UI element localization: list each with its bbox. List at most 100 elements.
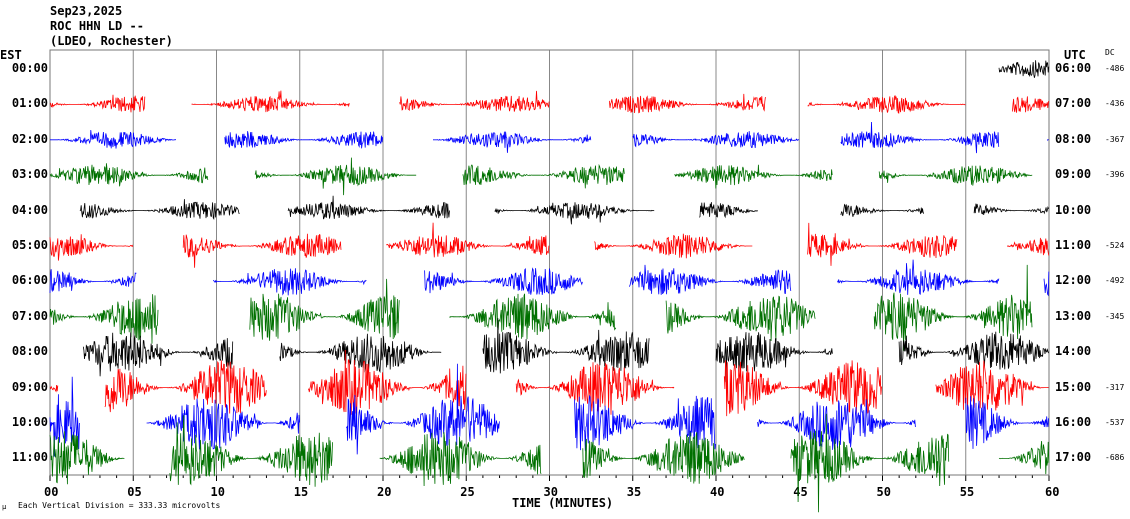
seismic-trace xyxy=(1046,139,1049,141)
dc-value: -367 xyxy=(1105,134,1125,144)
seismic-trace xyxy=(169,415,333,487)
utc-axis-label: UTC xyxy=(1064,48,1086,62)
est-time-label: 10:00 xyxy=(11,415,48,429)
seismic-trace xyxy=(82,332,234,377)
network-name: (LDEO, Rochester) xyxy=(50,34,173,48)
seismic-trace xyxy=(379,431,542,487)
seismic-trace xyxy=(699,202,758,219)
seismic-trace xyxy=(49,294,159,344)
seismic-trace xyxy=(840,121,1000,154)
dc-value: -396 xyxy=(1105,170,1125,180)
est-time-label: 00:00 xyxy=(11,61,48,75)
seismic-trace xyxy=(249,278,400,341)
utc-time-label: 16:00 xyxy=(1055,415,1092,429)
est-time-label: 09:00 xyxy=(11,379,48,394)
seismic-trace xyxy=(482,318,650,374)
x-tick-label: 55 xyxy=(960,485,974,499)
seismic-trace xyxy=(632,131,800,149)
x-tick-label: 45 xyxy=(793,485,807,499)
station-name: ROC HHN LD -- xyxy=(50,19,144,33)
seismic-trace xyxy=(79,199,240,221)
seismic-trace xyxy=(49,94,146,113)
seismic-trace xyxy=(254,157,417,196)
seismic-trace xyxy=(50,129,176,149)
seismic-trace xyxy=(49,234,134,261)
x-tick-label: 50 xyxy=(877,485,891,499)
seismic-trace xyxy=(629,264,792,295)
x-tick-label: 20 xyxy=(377,485,391,499)
mu-symbol-icon: μ xyxy=(2,503,7,511)
seismic-trace xyxy=(146,398,300,450)
est-time-label: 02:00 xyxy=(11,131,48,146)
seismic-trace xyxy=(449,293,617,340)
x-tick-label: 00 xyxy=(44,485,58,499)
seismic-trace xyxy=(386,222,550,258)
dc-label: DC xyxy=(1105,48,1115,57)
est-time-label: 03:00 xyxy=(11,167,48,182)
utc-time-label: 08:00 xyxy=(1055,131,1092,146)
dc-value: -436 xyxy=(1105,99,1125,109)
dc-value: -537 xyxy=(1105,418,1125,427)
utc-time-label: 14:00 xyxy=(1055,344,1092,359)
x-tick-label: 10 xyxy=(211,485,225,499)
x-tick-label: 60 xyxy=(1045,485,1059,499)
seismic-trace xyxy=(873,264,1033,351)
seismic-trace xyxy=(224,131,383,149)
dc-value: -345 xyxy=(1105,311,1125,321)
x-tick-label: 30 xyxy=(544,485,558,499)
utc-time-label: 06:00 xyxy=(1055,61,1092,75)
seismic-trace xyxy=(279,333,442,374)
seismic-trace xyxy=(715,332,833,383)
utc-time-label: 12:00 xyxy=(1055,273,1092,288)
seismic-trace xyxy=(1012,96,1050,113)
utc-time-label: 09:00 xyxy=(1055,167,1092,182)
seismic-trace xyxy=(462,163,625,189)
utc-time-label: 11:00 xyxy=(1055,238,1092,252)
seismic-trace xyxy=(574,394,716,451)
dc-value: -686 xyxy=(1105,453,1125,463)
utc-time-label: 17:00 xyxy=(1055,450,1092,465)
utc-time-label: 10:00 xyxy=(1055,202,1092,217)
seismic-trace xyxy=(807,222,958,266)
utc-time-label: 13:00 xyxy=(1055,308,1092,323)
seismic-trace xyxy=(594,233,753,259)
seismic-trace xyxy=(433,131,592,153)
est-time-label: 08:00 xyxy=(11,344,48,359)
seismic-trace xyxy=(212,268,367,296)
seismic-trace xyxy=(935,360,1049,411)
dc-value: -486 xyxy=(1105,64,1125,73)
est-time-label: 06:00 xyxy=(11,273,48,288)
est-time-label: 11:00 xyxy=(11,450,48,465)
est-time-label: 04:00 xyxy=(11,202,48,217)
seismic-trace xyxy=(191,90,350,113)
seismic-trace xyxy=(1007,237,1050,256)
seismic-trace xyxy=(998,440,1050,475)
x-axis-title: TIME (MINUTES) xyxy=(512,496,614,510)
x-tick-label: 40 xyxy=(710,485,724,499)
seismic-trace xyxy=(878,165,1033,186)
seismic-trace xyxy=(49,376,80,457)
x-tick-label: 35 xyxy=(627,485,641,499)
est-axis-label: EST xyxy=(0,48,22,62)
scale-note: Each Vertical Division = 333.33 microvol… xyxy=(18,501,221,510)
est-time-label: 05:00 xyxy=(11,238,48,252)
est-time-label: 01:00 xyxy=(11,96,48,111)
seismic-trace xyxy=(424,267,583,295)
seismic-trace xyxy=(965,396,1049,449)
x-tick-label: 05 xyxy=(127,485,141,499)
seismic-trace xyxy=(665,295,816,342)
seismic-trace xyxy=(287,195,450,220)
chart-date: Sep23,2025 xyxy=(50,4,123,18)
seismic-trace xyxy=(1043,271,1050,297)
seismic-trace xyxy=(49,163,209,187)
x-tick-label: 15 xyxy=(294,485,308,499)
seismic-trace xyxy=(182,233,342,268)
seismic-trace xyxy=(723,360,883,417)
seismic-trace xyxy=(757,399,916,450)
seismic-trace xyxy=(104,360,267,414)
utc-time-label: 07:00 xyxy=(1055,96,1092,111)
seismic-trace xyxy=(49,385,59,393)
utc-time-label: 15:00 xyxy=(1055,379,1092,394)
seismic-trace xyxy=(973,203,1049,215)
